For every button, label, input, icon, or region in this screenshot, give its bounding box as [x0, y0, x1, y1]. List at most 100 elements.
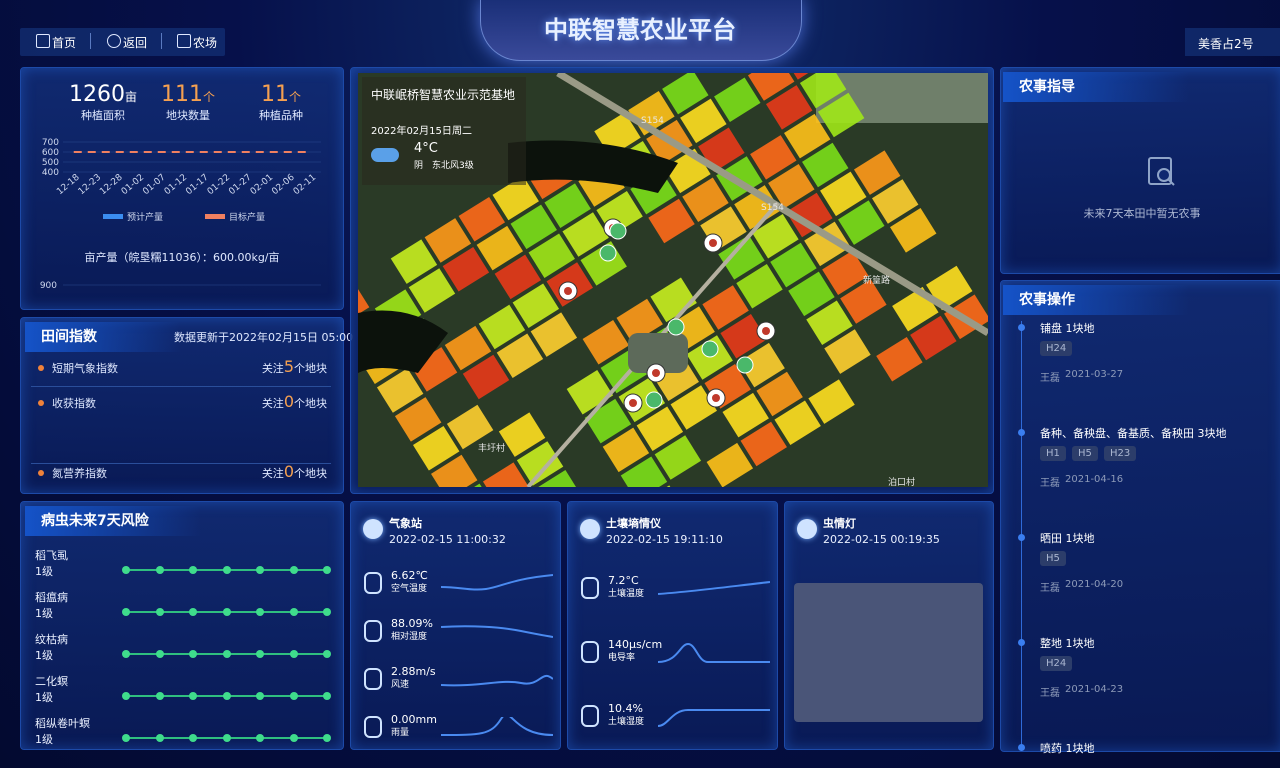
timeline-dot	[1018, 744, 1025, 751]
index-count: 0	[283, 462, 294, 481]
risk-dot	[323, 692, 331, 700]
field-plot	[482, 462, 530, 487]
sparkline	[441, 717, 553, 736]
field-plot	[680, 98, 727, 144]
panel-title: 病虫未来7天风险	[41, 513, 149, 529]
x-tick-label: 01-07	[141, 173, 167, 197]
field-plot	[498, 412, 546, 457]
field-plot	[747, 73, 795, 101]
field-plot	[853, 150, 901, 195]
pest-level: 1级	[35, 565, 53, 578]
map-label: 泊口村	[888, 476, 915, 487]
metric-label: 相对湿度	[391, 632, 428, 642]
field-plot	[476, 225, 524, 271]
field-plot	[530, 312, 578, 357]
metric-value: 140μs/cm	[608, 638, 663, 651]
map-marker	[599, 244, 617, 262]
field-index-panel: 田间指数 数据更新于2022年02月15日 05:00 短期气象指数 关注5个地块 收获…	[20, 317, 353, 494]
empty-icon	[1148, 157, 1175, 186]
x-tick-label: 01-27	[227, 173, 253, 197]
risk-dot	[189, 734, 197, 742]
field-plot	[654, 435, 702, 480]
metric-label: 雨量	[391, 728, 410, 738]
sparkline	[441, 574, 553, 591]
field-plot	[424, 218, 472, 263]
farm-name[interactable]: 美香占2号	[1198, 37, 1254, 51]
sparkline	[658, 581, 770, 595]
pest-name: 二化螟	[35, 675, 68, 688]
tag: H23	[1104, 446, 1137, 461]
pest-level: 1级	[35, 649, 53, 662]
field-plot	[822, 250, 869, 295]
metric-icon	[581, 641, 599, 663]
index-count: 0	[283, 392, 294, 411]
field-plot	[682, 177, 729, 223]
sensor-icon	[580, 519, 600, 539]
task-name[interactable]: 整地 1块地	[1040, 637, 1095, 650]
metric-label: 空气温度	[391, 584, 428, 594]
operations-panel: 农事操作 铺盘 1块地 H24 王磊 2021-03-27 备种、备秧盘、备基质、备秧田 …	[1000, 280, 1280, 755]
timeline-dot	[1018, 639, 1025, 646]
map-marker	[609, 222, 627, 240]
legend-label: 目标产量	[229, 211, 265, 223]
lamp-image	[794, 583, 983, 722]
field-plot	[670, 385, 717, 430]
field-plot	[462, 354, 510, 400]
field-plot	[478, 304, 526, 350]
nav-item[interactable]: 返回	[123, 36, 148, 50]
pest-level: 1级	[35, 607, 53, 620]
risk-dot	[289, 734, 298, 742]
nav-item[interactable]: 农场	[193, 36, 218, 50]
panel-header: 农事操作	[1003, 285, 1189, 315]
risk-dot	[289, 608, 298, 616]
field-plot	[620, 456, 668, 487]
panel-title: 农事操作	[1019, 292, 1075, 308]
pest-panel: 病虫未来7天风险 稻飞虱 1级 稻瘟病 1级 纹枯病 1级 二化螟 1级 稻纵卷叶螟 1级	[20, 501, 344, 750]
task-name[interactable]: 铺盘 1块地	[1040, 322, 1095, 335]
date: 2021-04-23	[1065, 684, 1124, 695]
field-plot	[702, 285, 749, 330]
y-tick-label: 400	[42, 168, 59, 178]
metric-label: 电导率	[608, 653, 636, 663]
weather-date: 2022年02月15日	[371, 126, 452, 137]
nav-item[interactable]: 首页	[52, 36, 77, 50]
tag: H5	[1072, 446, 1098, 461]
sparkline-path	[441, 625, 553, 638]
x-tick-label: 01-12	[163, 173, 189, 197]
index-name: 氮营养指数	[52, 467, 107, 480]
field-plot	[718, 235, 765, 280]
x-tick-label: 01-17	[184, 173, 210, 197]
index-suffix: 个地块	[294, 362, 327, 375]
index-prefix: 关注	[261, 467, 284, 480]
guidance-panel: 农事指导 未来7天本田中暂无农事	[1000, 67, 1280, 274]
field-plot	[770, 242, 817, 288]
sparkline-path	[658, 642, 770, 663]
metric-value: 0.00mm	[391, 713, 437, 726]
task-name[interactable]: 备种、备秧盘、备基质、备秧田 3块地	[1040, 427, 1227, 440]
y-tick-label: 600	[42, 148, 59, 158]
field-plot	[602, 427, 650, 473]
map-panel: S154 S154 新篁路 丰圩村 泊口村 中联岷桥智慧农业示范基地 2022年02月15日…	[350, 67, 994, 494]
risk-dot	[256, 608, 264, 616]
map-label: S154	[761, 203, 784, 213]
timeline-dot	[1018, 429, 1025, 436]
field-plot	[446, 404, 494, 450]
nav-icon	[107, 34, 121, 48]
task-name[interactable]: 晒田 1块地	[1040, 532, 1095, 545]
field-plot	[871, 179, 919, 224]
field-plot	[838, 200, 885, 245]
field-plot	[716, 156, 763, 201]
risk-dot	[122, 650, 130, 658]
person: 王磊	[1040, 688, 1060, 699]
field-plot	[566, 369, 614, 415]
yield-chart: 40050060070012-1812-2312-2801-0201-0701-…	[40, 138, 321, 291]
sparkline-path	[441, 717, 553, 736]
field-plot	[788, 271, 835, 317]
risk-dot	[155, 692, 164, 700]
risk-dot	[122, 692, 130, 700]
risk-dot	[155, 566, 164, 574]
task-name[interactable]: 喷药 1块地	[1040, 742, 1095, 755]
date: 2021-04-20	[1065, 579, 1124, 590]
risk-dot	[289, 566, 298, 574]
risk-dot	[256, 692, 264, 700]
